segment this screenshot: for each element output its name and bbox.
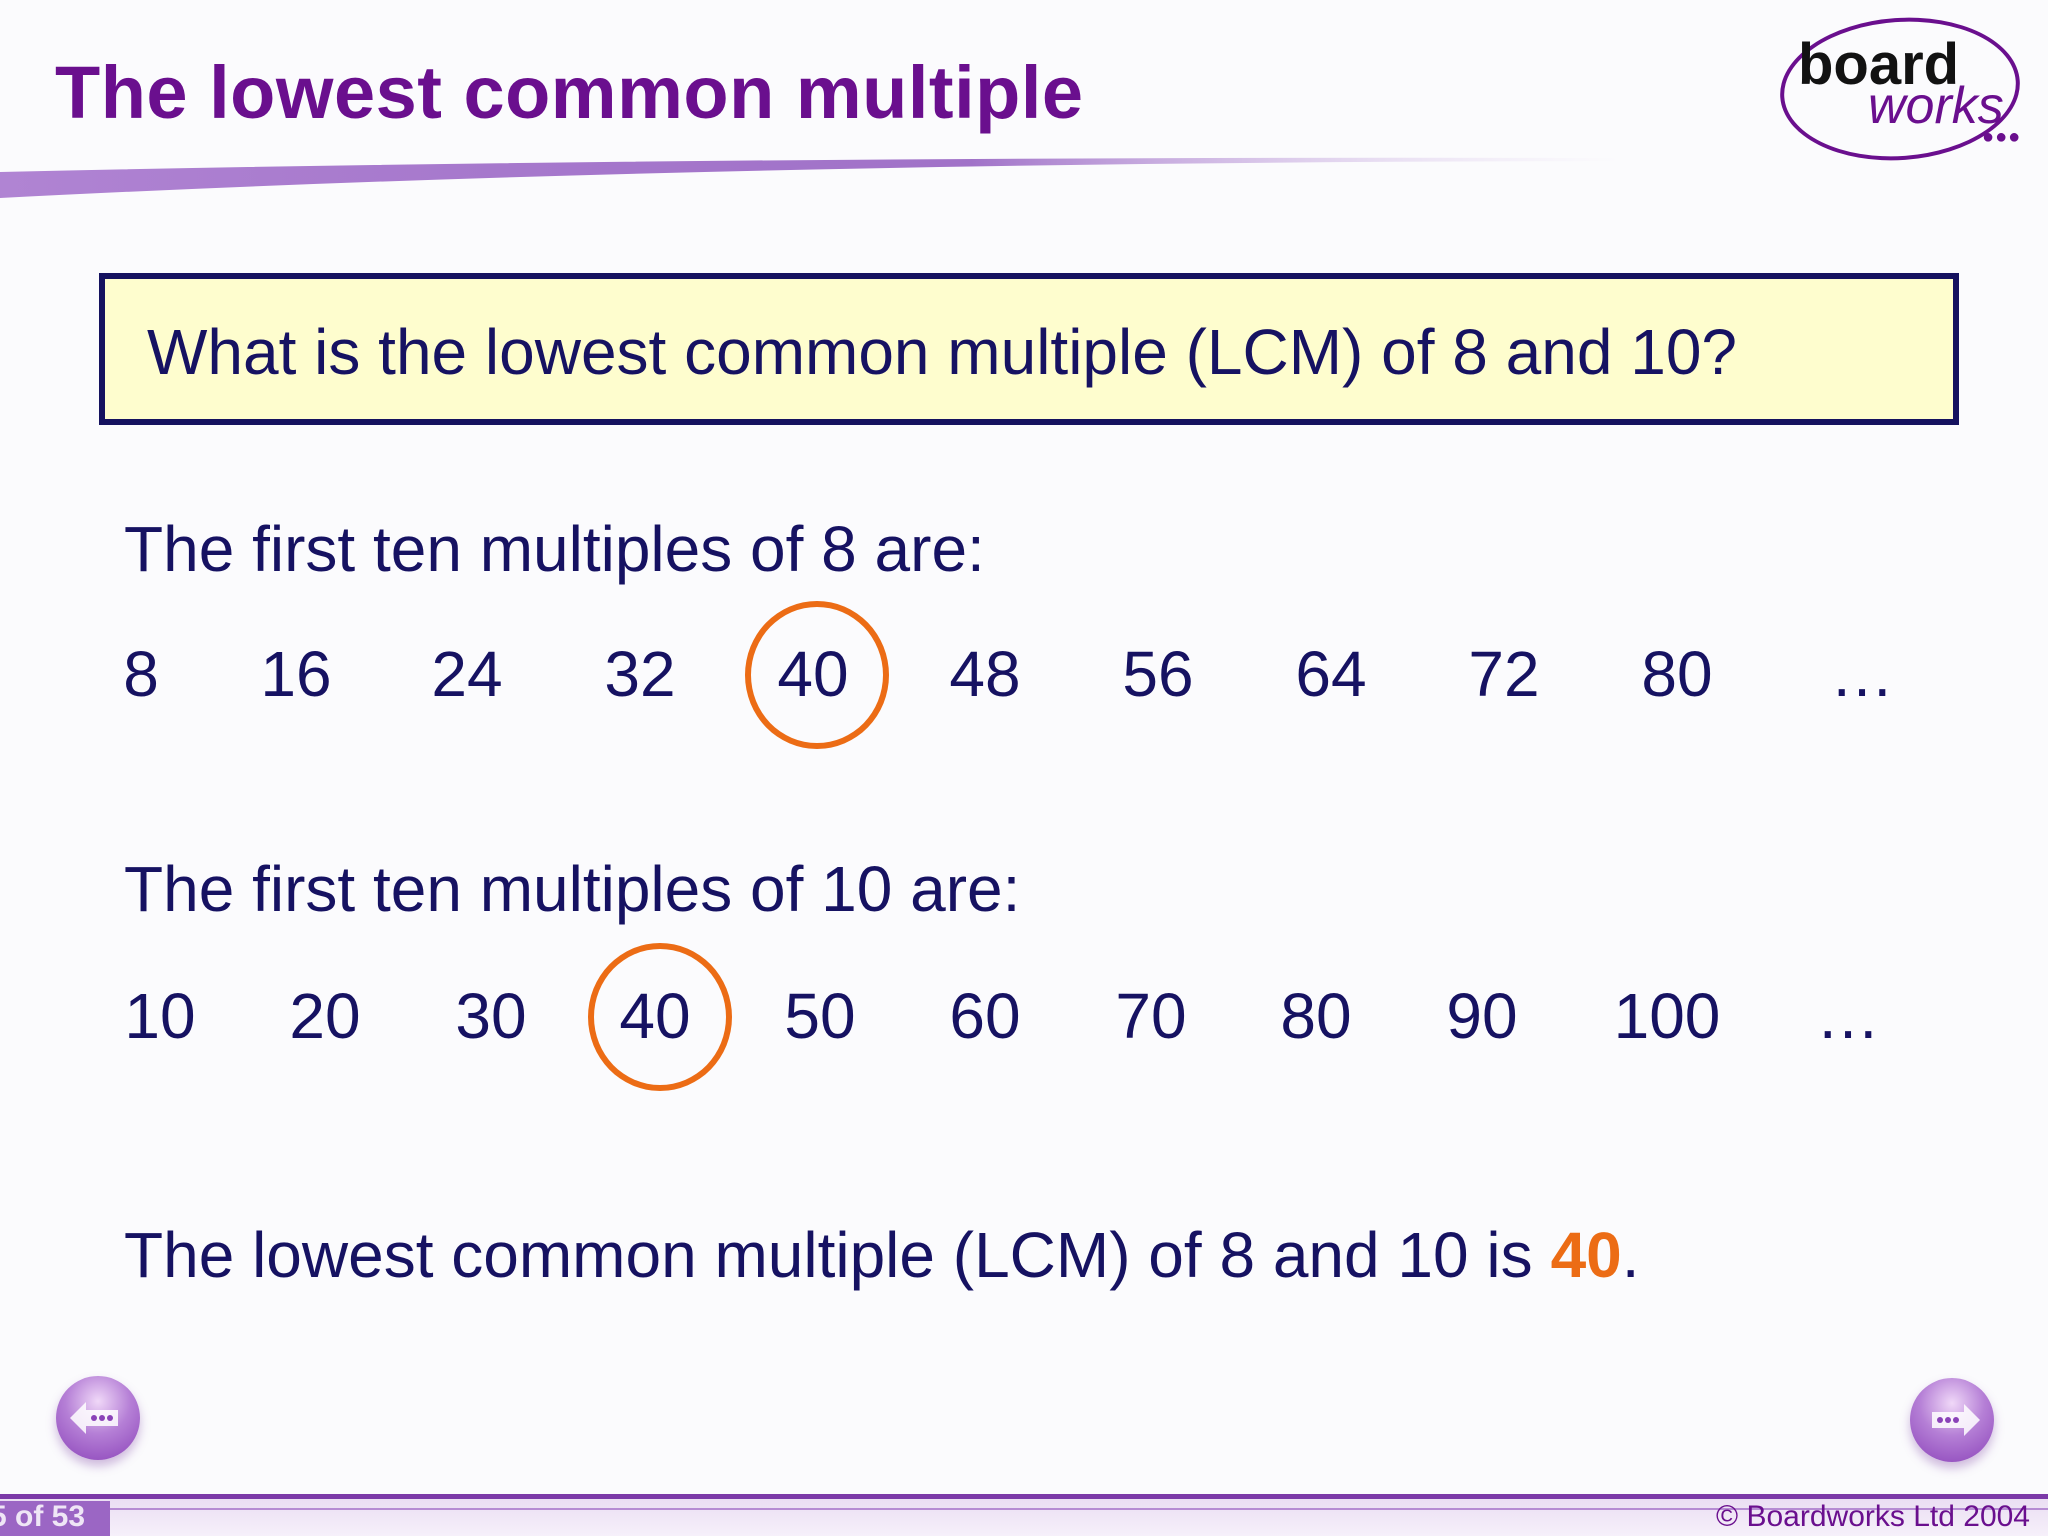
- multiple-of-10: 50: [784, 980, 856, 1052]
- multiple-of-10: 60: [949, 980, 1021, 1052]
- multiple-of-8: 16: [260, 638, 332, 710]
- multiple-of-8: 24: [431, 638, 503, 710]
- multiples-8-label: The first ten multiples of 8 are:: [124, 513, 985, 585]
- logo-word-works: works: [1868, 77, 2004, 135]
- multiple-of-10: 90: [1446, 980, 1518, 1052]
- multiple-of-10: 20: [289, 980, 361, 1052]
- title-underline: [0, 157, 1620, 198]
- footer-bar: [0, 1494, 2048, 1536]
- question-text: What is the lowest common multiple (LCM)…: [147, 316, 1737, 388]
- page-number-tab: [0, 1501, 110, 1536]
- multiple-of-8: 80: [1641, 638, 1713, 710]
- forward-arrow-icon: [1932, 1404, 1980, 1436]
- highlight-circle-8: [745, 601, 889, 749]
- multiple-of-10: 30: [455, 980, 527, 1052]
- next-slide-button[interactable]: [1910, 1378, 1994, 1462]
- highlight-circle-10: [588, 943, 732, 1091]
- logo-word-board: board: [1798, 32, 1960, 97]
- multiple-of-10: 70: [1115, 980, 1187, 1052]
- multiples-10-label: The first ten multiples of 10 are:: [124, 853, 1021, 925]
- answer-text: The lowest common multiple (LCM) of 8 an…: [124, 1219, 1533, 1291]
- back-arrow-icon: [70, 1402, 118, 1434]
- answer-value: 40: [1550, 1219, 1622, 1291]
- page-number: 5 of 53: [0, 1500, 86, 1533]
- multiple-of-8: 32: [604, 638, 676, 710]
- multiple-of-10: 80: [1280, 980, 1352, 1052]
- slide-title: The lowest common multiple: [55, 51, 1084, 134]
- multiple-of-8: 8: [123, 638, 159, 710]
- multiple-of-8: 56: [1122, 638, 1194, 710]
- previous-slide-button[interactable]: [56, 1376, 140, 1460]
- answer-sentence: The lowest common multiple (LCM) of 8 an…: [124, 1218, 1640, 1292]
- question-box: What is the lowest common multiple (LCM)…: [99, 273, 1959, 425]
- copyright-text: © Boardworks Ltd 2004: [1716, 1500, 2030, 1533]
- footer-rule: [0, 1494, 2048, 1499]
- multiple-of-8: 48: [949, 638, 1021, 710]
- boardworks-logo: board works ●●●: [1772, 9, 2036, 169]
- multiple-of-8: …: [1830, 638, 1894, 710]
- logo-dots: ●●●: [1982, 126, 2022, 148]
- multiple-of-8: 64: [1295, 638, 1367, 710]
- multiple-of-8: 72: [1468, 638, 1540, 710]
- multiple-of-10: …: [1816, 980, 1880, 1052]
- multiple-of-10: 10: [124, 980, 196, 1052]
- answer-suffix: .: [1621, 1219, 1640, 1291]
- multiple-of-10: 100: [1613, 980, 1721, 1052]
- footer-rule-thin: [0, 1508, 2048, 1510]
